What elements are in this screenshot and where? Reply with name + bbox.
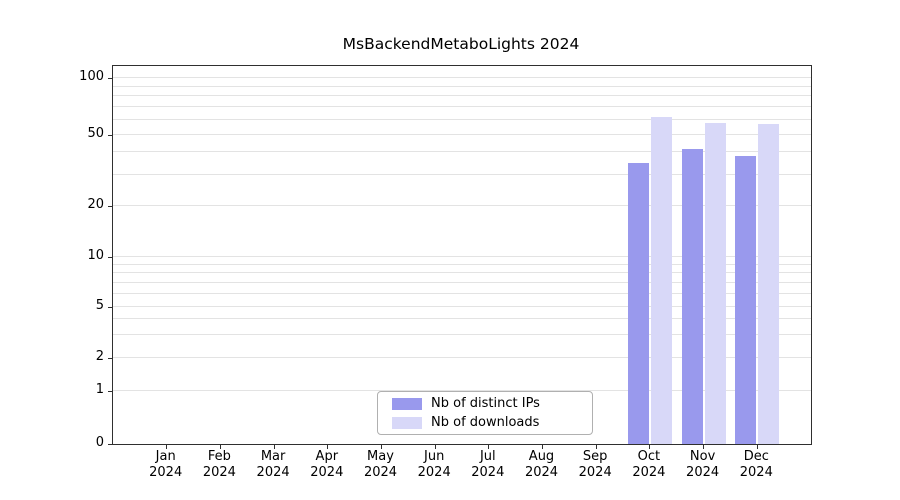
chart-title: MsBackendMetaboLights 2024 [342,35,580,53]
gridline [113,77,811,78]
y-tick-mark [108,390,112,392]
legend-label: Nb of downloads [431,415,540,430]
bar [627,162,649,444]
x-tick-mark [595,445,597,449]
gridline [113,390,811,392]
y-tick-label: 50 [87,126,104,141]
gridline [113,134,811,135]
x-tick-label: Dec 2024 [739,449,773,481]
x-tick-label: Sep 2024 [578,449,612,481]
gridline [113,281,811,283]
y-tick-mark [108,256,112,258]
x-tick-label: Nov 2024 [686,449,720,481]
gridline [113,106,811,108]
y-tick-label: 20 [87,197,104,212]
legend-swatch-downloads [392,416,422,429]
y-axis: 0 1 2 5 10 20 50 100 [0,65,104,450]
bar [681,148,703,444]
gridline [113,292,811,294]
x-tick-label: Apr 2024 [310,449,344,481]
y-tick-mark [108,77,112,79]
x-tick-mark [703,445,705,449]
y-tick-mark [108,205,112,207]
gridline [113,119,811,120]
y-tick-mark [108,443,112,445]
legend: Nb of distinct IPs Nb of downloads [377,391,593,435]
x-tick-label: Jan 2024 [149,449,183,481]
y-tick-mark [108,134,112,136]
bar [650,117,672,444]
gridline [113,173,811,175]
x-tick-mark [488,445,490,449]
x-tick-mark [381,445,382,449]
x-tick-mark [219,445,221,449]
y-tick-mark [108,357,112,359]
legend-item: Nb of distinct IPs [392,396,592,411]
gridline [113,151,811,153]
x-tick-label: Aug 2024 [524,449,559,481]
x-tick-label: Mar 2024 [256,449,290,481]
gridline [113,256,811,257]
y-tick-label: 2 [95,349,104,364]
y-tick-label: 100 [79,69,104,84]
x-tick-label: Jul 2024 [471,449,505,481]
y-tick-label: 10 [87,248,104,263]
x-tick-label: May 2024 [363,449,398,481]
y-tick-label: 5 [95,298,104,313]
x-tick-mark [649,445,651,449]
legend-item: Nb of downloads [392,415,592,430]
y-tick-label: 0 [95,435,104,450]
x-tick-mark [434,445,436,449]
y-tick-mark [108,306,112,308]
x-tick-mark [756,445,758,449]
x-tick-label: Oct 2024 [632,449,666,481]
gridline [113,263,811,265]
gridline [113,272,811,274]
gridline [113,85,811,87]
legend-swatch-distinct-ips [392,397,422,410]
gridline [113,357,811,358]
gridline [113,205,811,206]
x-tick-mark [327,445,329,449]
gridline [113,318,811,320]
x-tick-label: Feb 2024 [202,449,236,481]
x-tick-mark [166,445,168,449]
gridline [113,306,811,307]
bar [704,122,726,444]
plot-area [108,65,812,449]
legend-label: Nb of distinct IPs [431,396,540,411]
x-axis: Jan 2024 Feb 2024 Mar 2024 Apr 2024 May 2024… [112,449,810,485]
x-tick-label: Jun 2024 [417,449,451,481]
gridline [113,334,811,336]
x-tick-mark [273,445,275,449]
y-tick-label: 1 [95,382,104,398]
bar [758,124,780,444]
bar [735,156,757,444]
gridline [113,95,811,97]
x-tick-mark [542,445,543,449]
